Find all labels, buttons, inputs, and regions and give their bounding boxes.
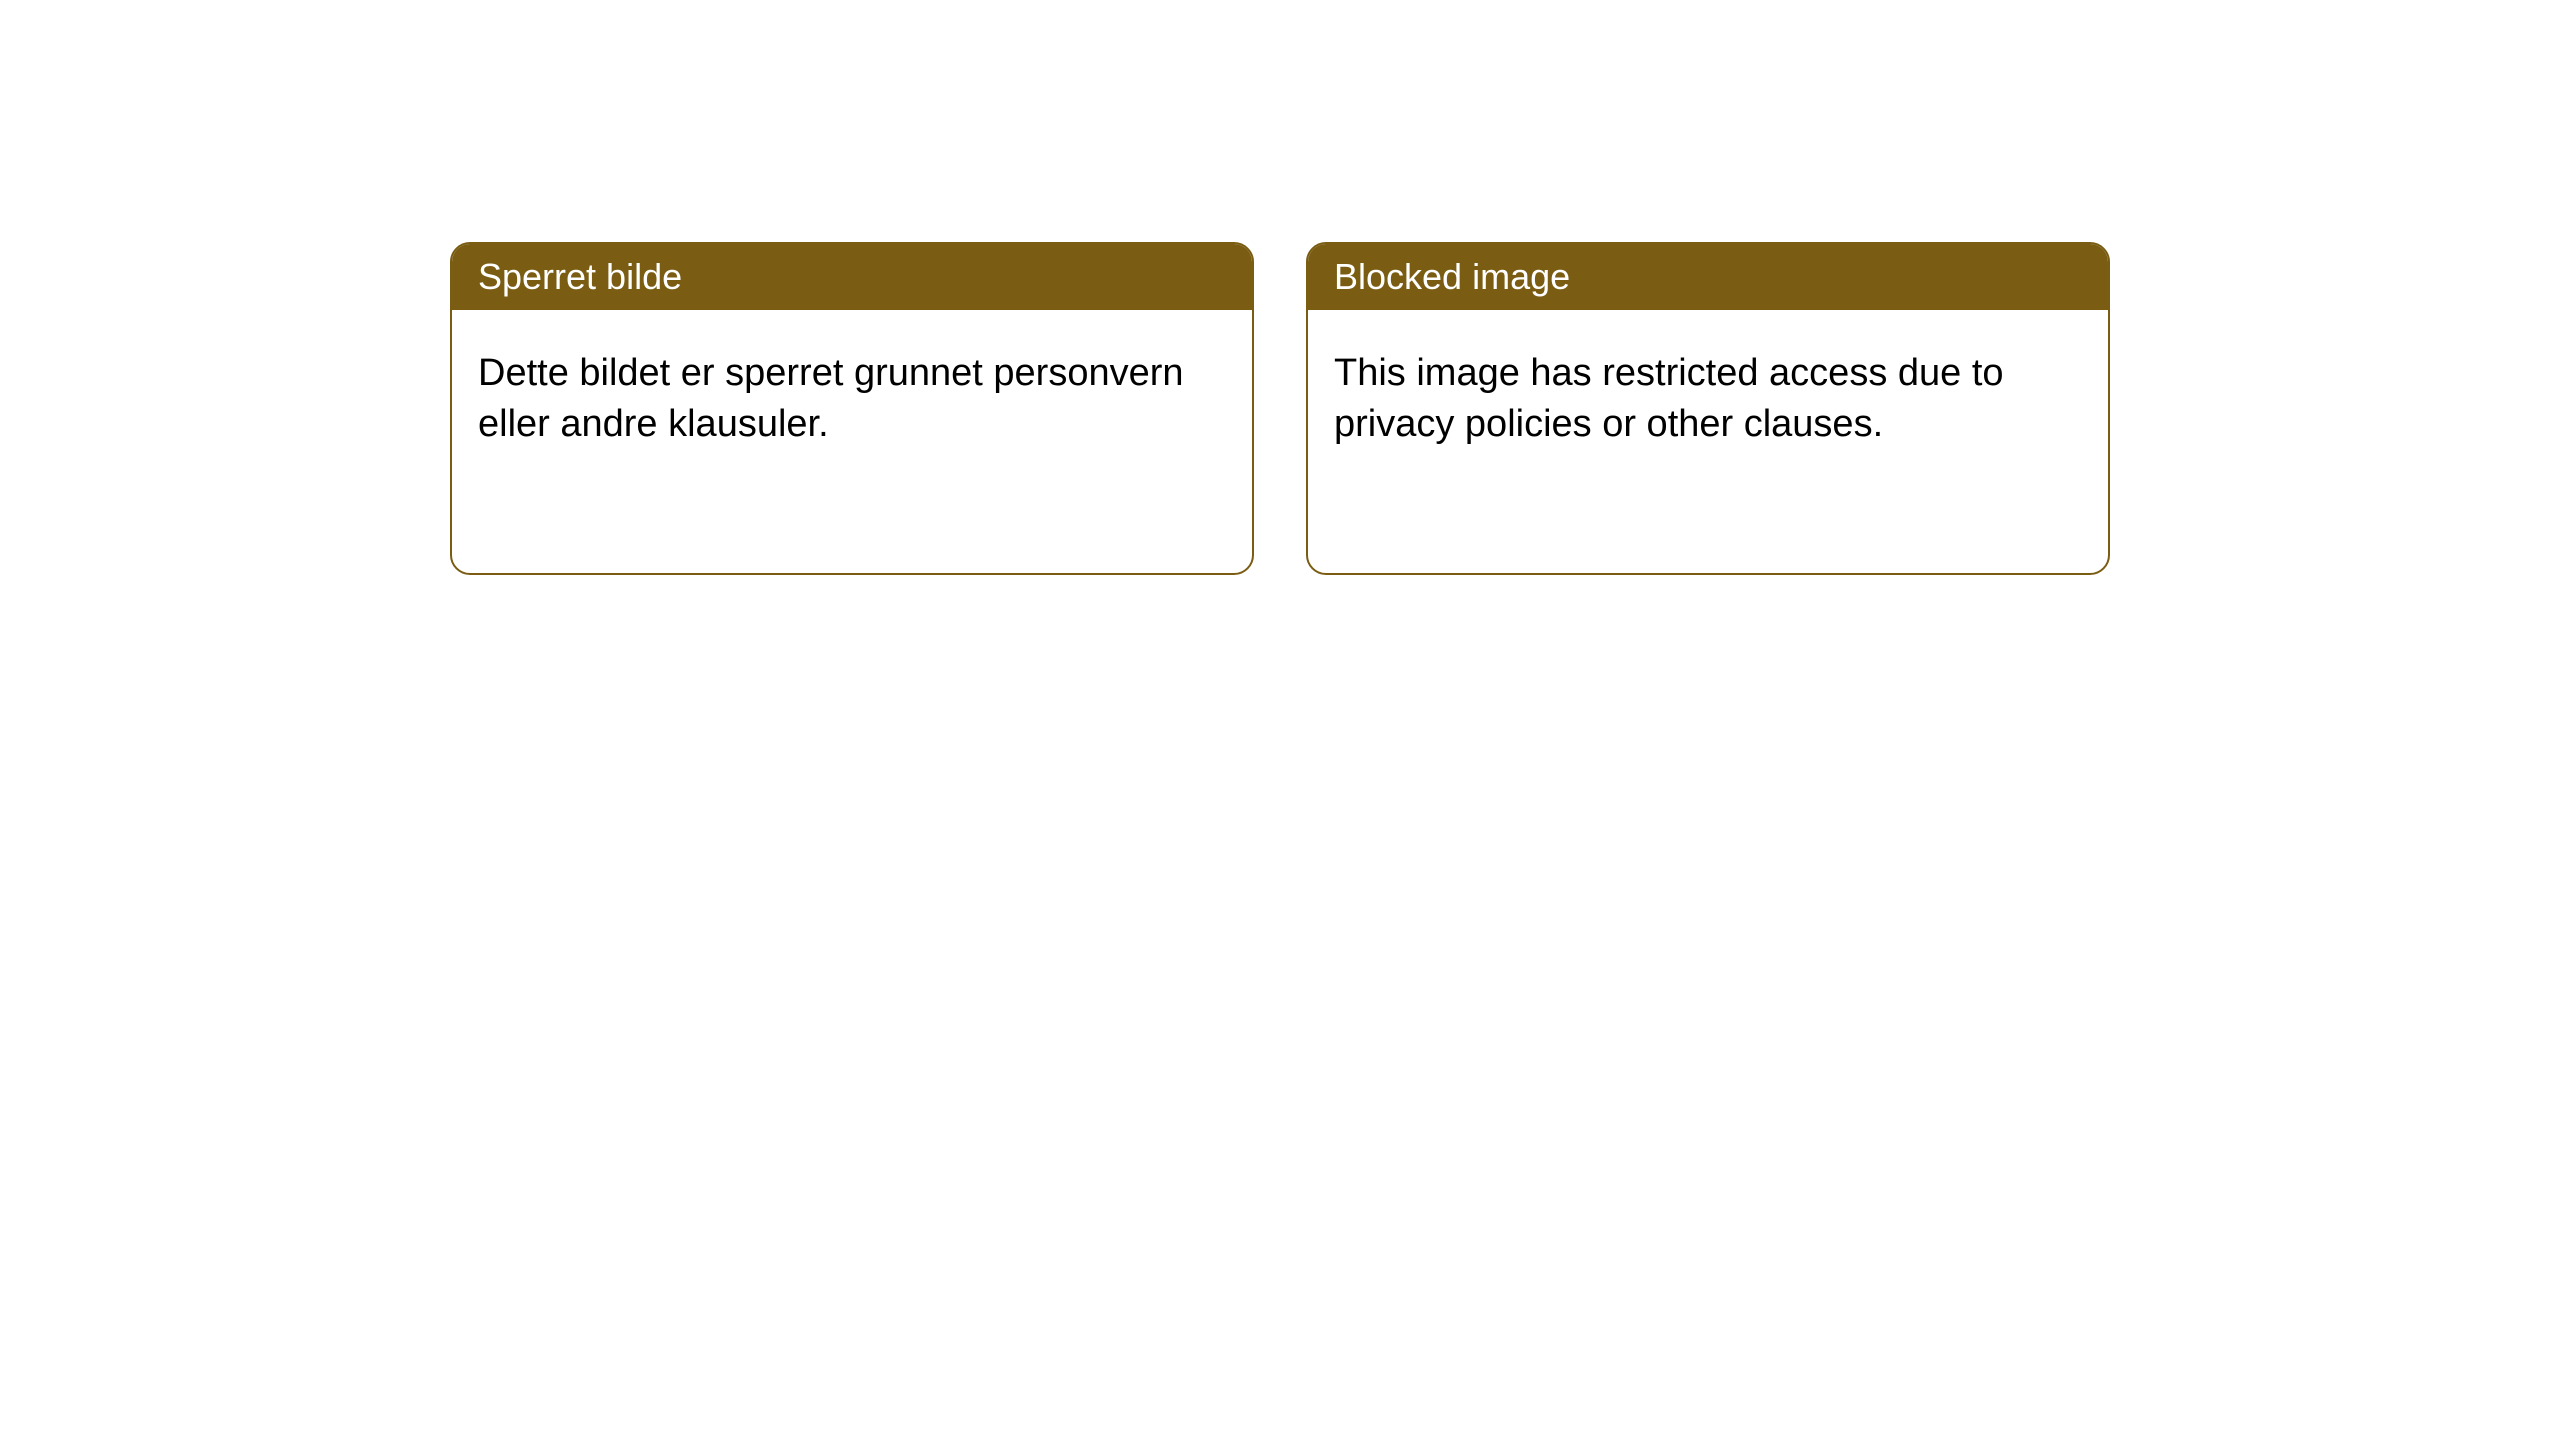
notice-title: Blocked image bbox=[1308, 244, 2108, 310]
notice-container: Sperret bilde Dette bildet er sperret gr… bbox=[0, 0, 2560, 575]
notice-card-norwegian: Sperret bilde Dette bildet er sperret gr… bbox=[450, 242, 1254, 575]
notice-title: Sperret bilde bbox=[452, 244, 1252, 310]
notice-card-english: Blocked image This image has restricted … bbox=[1306, 242, 2110, 575]
notice-body: This image has restricted access due to … bbox=[1308, 310, 2108, 489]
notice-body: Dette bildet er sperret grunnet personve… bbox=[452, 310, 1252, 489]
